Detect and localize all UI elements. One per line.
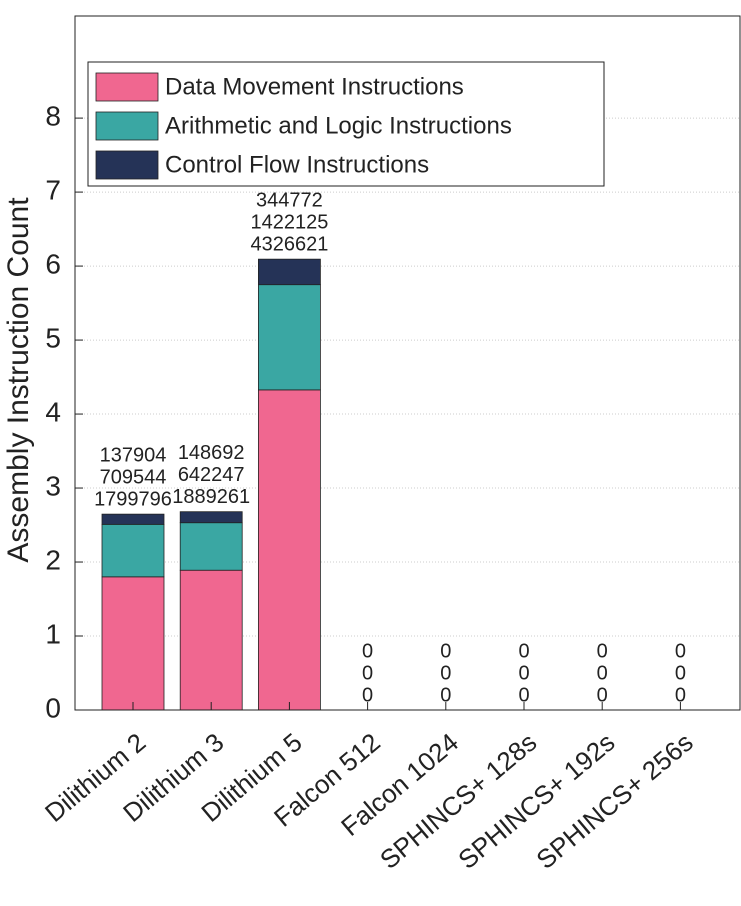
value-label: 642247 [178, 464, 245, 486]
value-label: 0 [362, 640, 373, 662]
bar-segment [179, 569, 243, 711]
value-label: 1422125 [250, 211, 328, 233]
bar-segment [179, 522, 243, 571]
bar-segment [257, 258, 321, 286]
value-label: 0 [597, 662, 608, 684]
legend-box [87, 61, 605, 187]
y-tick-label: 3 [45, 470, 61, 501]
value-label: 709544 [100, 466, 167, 488]
value-label: 0 [440, 684, 451, 706]
legend-swatch [95, 150, 159, 180]
value-label: 0 [597, 684, 608, 706]
y-tick-label: 8 [45, 100, 61, 131]
value-label: 1799796 [94, 488, 172, 510]
y-tick-label: 6 [45, 248, 61, 279]
axes-box [74, 15, 741, 711]
value-label: 0 [518, 662, 529, 684]
value-label: 4326621 [250, 233, 328, 255]
value-label: 0 [675, 640, 686, 662]
value-label: 0 [440, 640, 451, 662]
y-axis-label: Assembly Instruction Count [2, 197, 35, 563]
y-tick-label: 1 [45, 618, 61, 649]
bar-segment [257, 284, 321, 391]
value-label: 0 [518, 684, 529, 706]
legend: Data Movement Instructions Arithmetic and… [87, 61, 605, 187]
value-label: 1889261 [172, 486, 250, 508]
bar-segment [257, 389, 321, 711]
value-label: 0 [675, 684, 686, 706]
y-tick-label: 4 [45, 396, 61, 427]
bar-segment [101, 523, 165, 578]
value-label: 0 [362, 662, 373, 684]
y-tick-label: 5 [45, 322, 61, 353]
legend-label: Arithmetic and Logic Instructions [165, 112, 512, 139]
value-label: 0 [518, 640, 529, 662]
legend-swatch [95, 72, 159, 102]
value-label: 0 [362, 684, 373, 706]
y-tick-label: 0 [45, 692, 61, 723]
legend-label: Data Movement Instructions [165, 73, 464, 100]
value-label: 0 [675, 662, 686, 684]
bar-segment [179, 511, 243, 524]
value-label: 344772 [256, 189, 323, 211]
legend-swatch [95, 111, 159, 141]
value-label: 148692 [178, 442, 245, 464]
legend-label: Control Flow Instructions [165, 151, 429, 178]
value-label: 137904 [100, 444, 167, 466]
bar-segment [101, 576, 165, 711]
y-tick-label: 7 [45, 174, 61, 205]
y-tick-label: 2 [45, 544, 61, 575]
value-label: 0 [597, 640, 608, 662]
value-label: 0 [440, 662, 451, 684]
bar-segment [101, 513, 165, 525]
